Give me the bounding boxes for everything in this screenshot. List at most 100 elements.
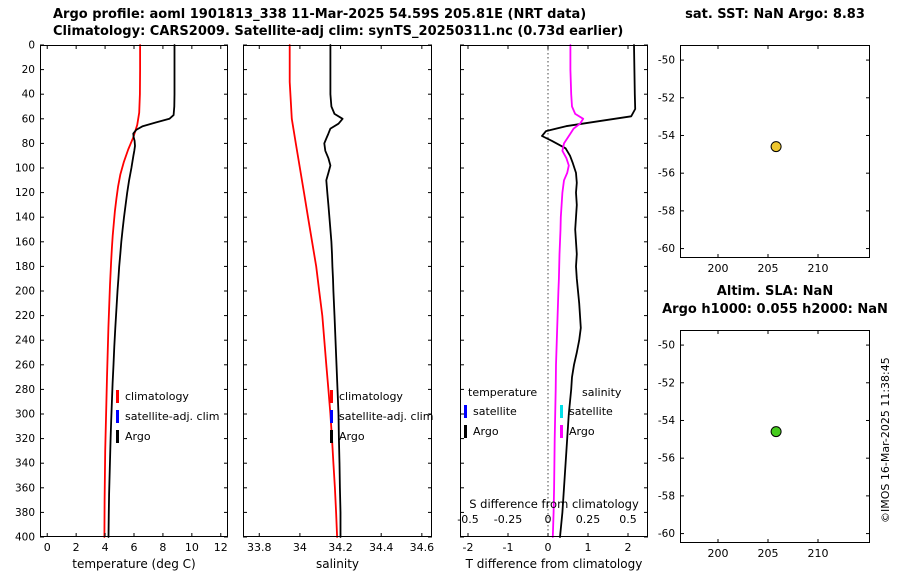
tick-label: 2 [73,541,80,554]
legend-label: Argo [569,424,595,438]
tick-label: 260 [15,359,35,371]
tick-label: 2 [625,541,632,554]
legend-header-temperature: temperature [468,385,538,399]
tick-label: 280 [15,384,35,396]
legend-item-satellite-adj-clim: satellite-adj. clim [330,406,433,426]
tdiff-axis-label: T difference from climatology [465,557,643,571]
figure-title-line1: Argo profile: aoml 1901813_338 11-Mar-20… [53,7,587,22]
argo-t-line-sample [464,424,467,438]
tick-label: 340 [15,458,35,470]
tick-label: -52 [658,377,675,389]
series-climatology [288,44,338,538]
difference-profile-plot: -2 -1 0 1 2 -0.5 -0.25 0 0.25 0.5 [457,44,648,554]
legend-label: Argo [125,429,151,443]
legend-label: Argo [339,429,365,443]
satellite-adj-line-sample [116,409,119,423]
tick-label: 1 [585,541,592,554]
argo-line-sample [116,429,119,443]
tick-label: 34.4 [369,541,394,554]
tick-label: 140 [15,212,35,224]
tick-label: -58 [658,490,675,502]
argo-position-marker [770,426,782,438]
tick-label: 200 [708,262,729,275]
legend-label: Argo [473,424,499,438]
legend-item-argo-t: Argo [464,421,537,441]
tick-label: 0 [545,513,552,526]
legend-item-climatology: climatology [116,386,219,406]
tick-label: -58 [658,205,675,217]
tick-label: 180 [15,261,35,273]
legend-label: climatology [125,389,189,403]
salinity-axis-label: salinity [315,557,360,571]
tick-label: 210 [808,262,829,275]
legend-item-argo: Argo [116,426,219,446]
climatology-line-sample [116,389,119,403]
tick-label: -56 [658,453,675,465]
tick-label: 34 [293,541,307,554]
argo-s-line-sample [560,424,563,438]
salinity-profile-svg: 33.8 34 34.2 34.4 34.6 [243,44,434,554]
temperature-profile-svg: 0 2 4 6 8 10 120204060801001201401601802002202… [15,40,228,554]
tick-label: 4 [102,541,109,554]
sla-map-svg: 200 205 210 -50 -52 -54 -56 -58 -60 [658,330,870,560]
tick-label: 6 [131,541,138,554]
tick-label: 200 [708,547,729,560]
legend-label: satellite [473,404,517,418]
tick-label: 0.5 [619,513,637,526]
tick-label: 12 [214,541,228,554]
tick-label: 0 [545,541,552,554]
sst-map-title: sat. SST: NaN Argo: 8.83 [685,7,865,22]
tick-label: 300 [15,409,35,421]
argo-position-marker [770,141,782,153]
tick-label: -52 [658,92,675,104]
tick-label: 60 [22,113,35,125]
tick-label: 220 [15,310,35,322]
tick-label: -50 [658,340,675,352]
axes-box [40,45,228,537]
tick-label: 0.25 [576,513,601,526]
tick-label: 200 [15,286,35,298]
satellite-adj-line-sample [330,409,333,423]
legend-item-argo-s: Argo [560,421,621,441]
tick-label: 33.8 [247,541,272,554]
tick-label: 360 [15,482,35,494]
tick-label: -2 [463,541,474,554]
axes-box [243,45,432,537]
tick-label: 120 [15,187,35,199]
tick-label: 205 [758,262,779,275]
tick-label: -54 [658,130,675,142]
legend-item-satellite-s: satellite [560,401,621,421]
legend-item-satellite-adj-clim: satellite-adj. clim [116,406,219,426]
tick-label: 205 [758,547,779,560]
sst-map-svg: 200 205 210 -50 -52 -54 -56 -58 -60 [658,45,870,275]
tick-label: 320 [15,433,35,445]
tick-label: -50 [658,55,675,67]
legend-item-climatology: climatology [330,386,433,406]
salinity-legend: climatology satellite-adj. clim Argo [330,386,433,446]
sla-map-plot: 200 205 210 -50 -52 -54 -56 -58 -60 [658,330,870,560]
tick-label: 40 [22,89,35,101]
sst-map-plot: 200 205 210 -50 -52 -54 -56 -58 -60 [658,45,870,275]
tick-label: 160 [15,236,35,248]
series-Argo [323,44,344,538]
tick-label: 10 [185,541,199,554]
tick-label: 100 [15,163,35,175]
tick-label: 0 [44,541,51,554]
legend-item-satellite-t: satellite [464,401,537,421]
tick-label: 380 [15,507,35,519]
series-Argo [107,44,176,538]
sdiff-axis-label: S difference from climatology [469,497,639,511]
tick-label: -0.5 [457,513,478,526]
tick-label: -1 [503,541,514,554]
tick-label: 210 [808,547,829,560]
sla-map-title-line1: Altim. SLA: NaN [716,284,834,299]
axes-box [680,45,870,258]
tdiff-legend-column: temperature satellite Argo [464,383,537,441]
climatology-line-sample [330,389,333,403]
tick-label: 34.6 [410,541,435,554]
tick-label: 8 [159,541,166,554]
tick-label: -0.25 [494,513,522,526]
sdiff-legend-column: salinity satellite Argo [560,383,621,441]
imos-watermark: ©IMOS 16-Mar-2025 11:38:45 [879,357,892,523]
